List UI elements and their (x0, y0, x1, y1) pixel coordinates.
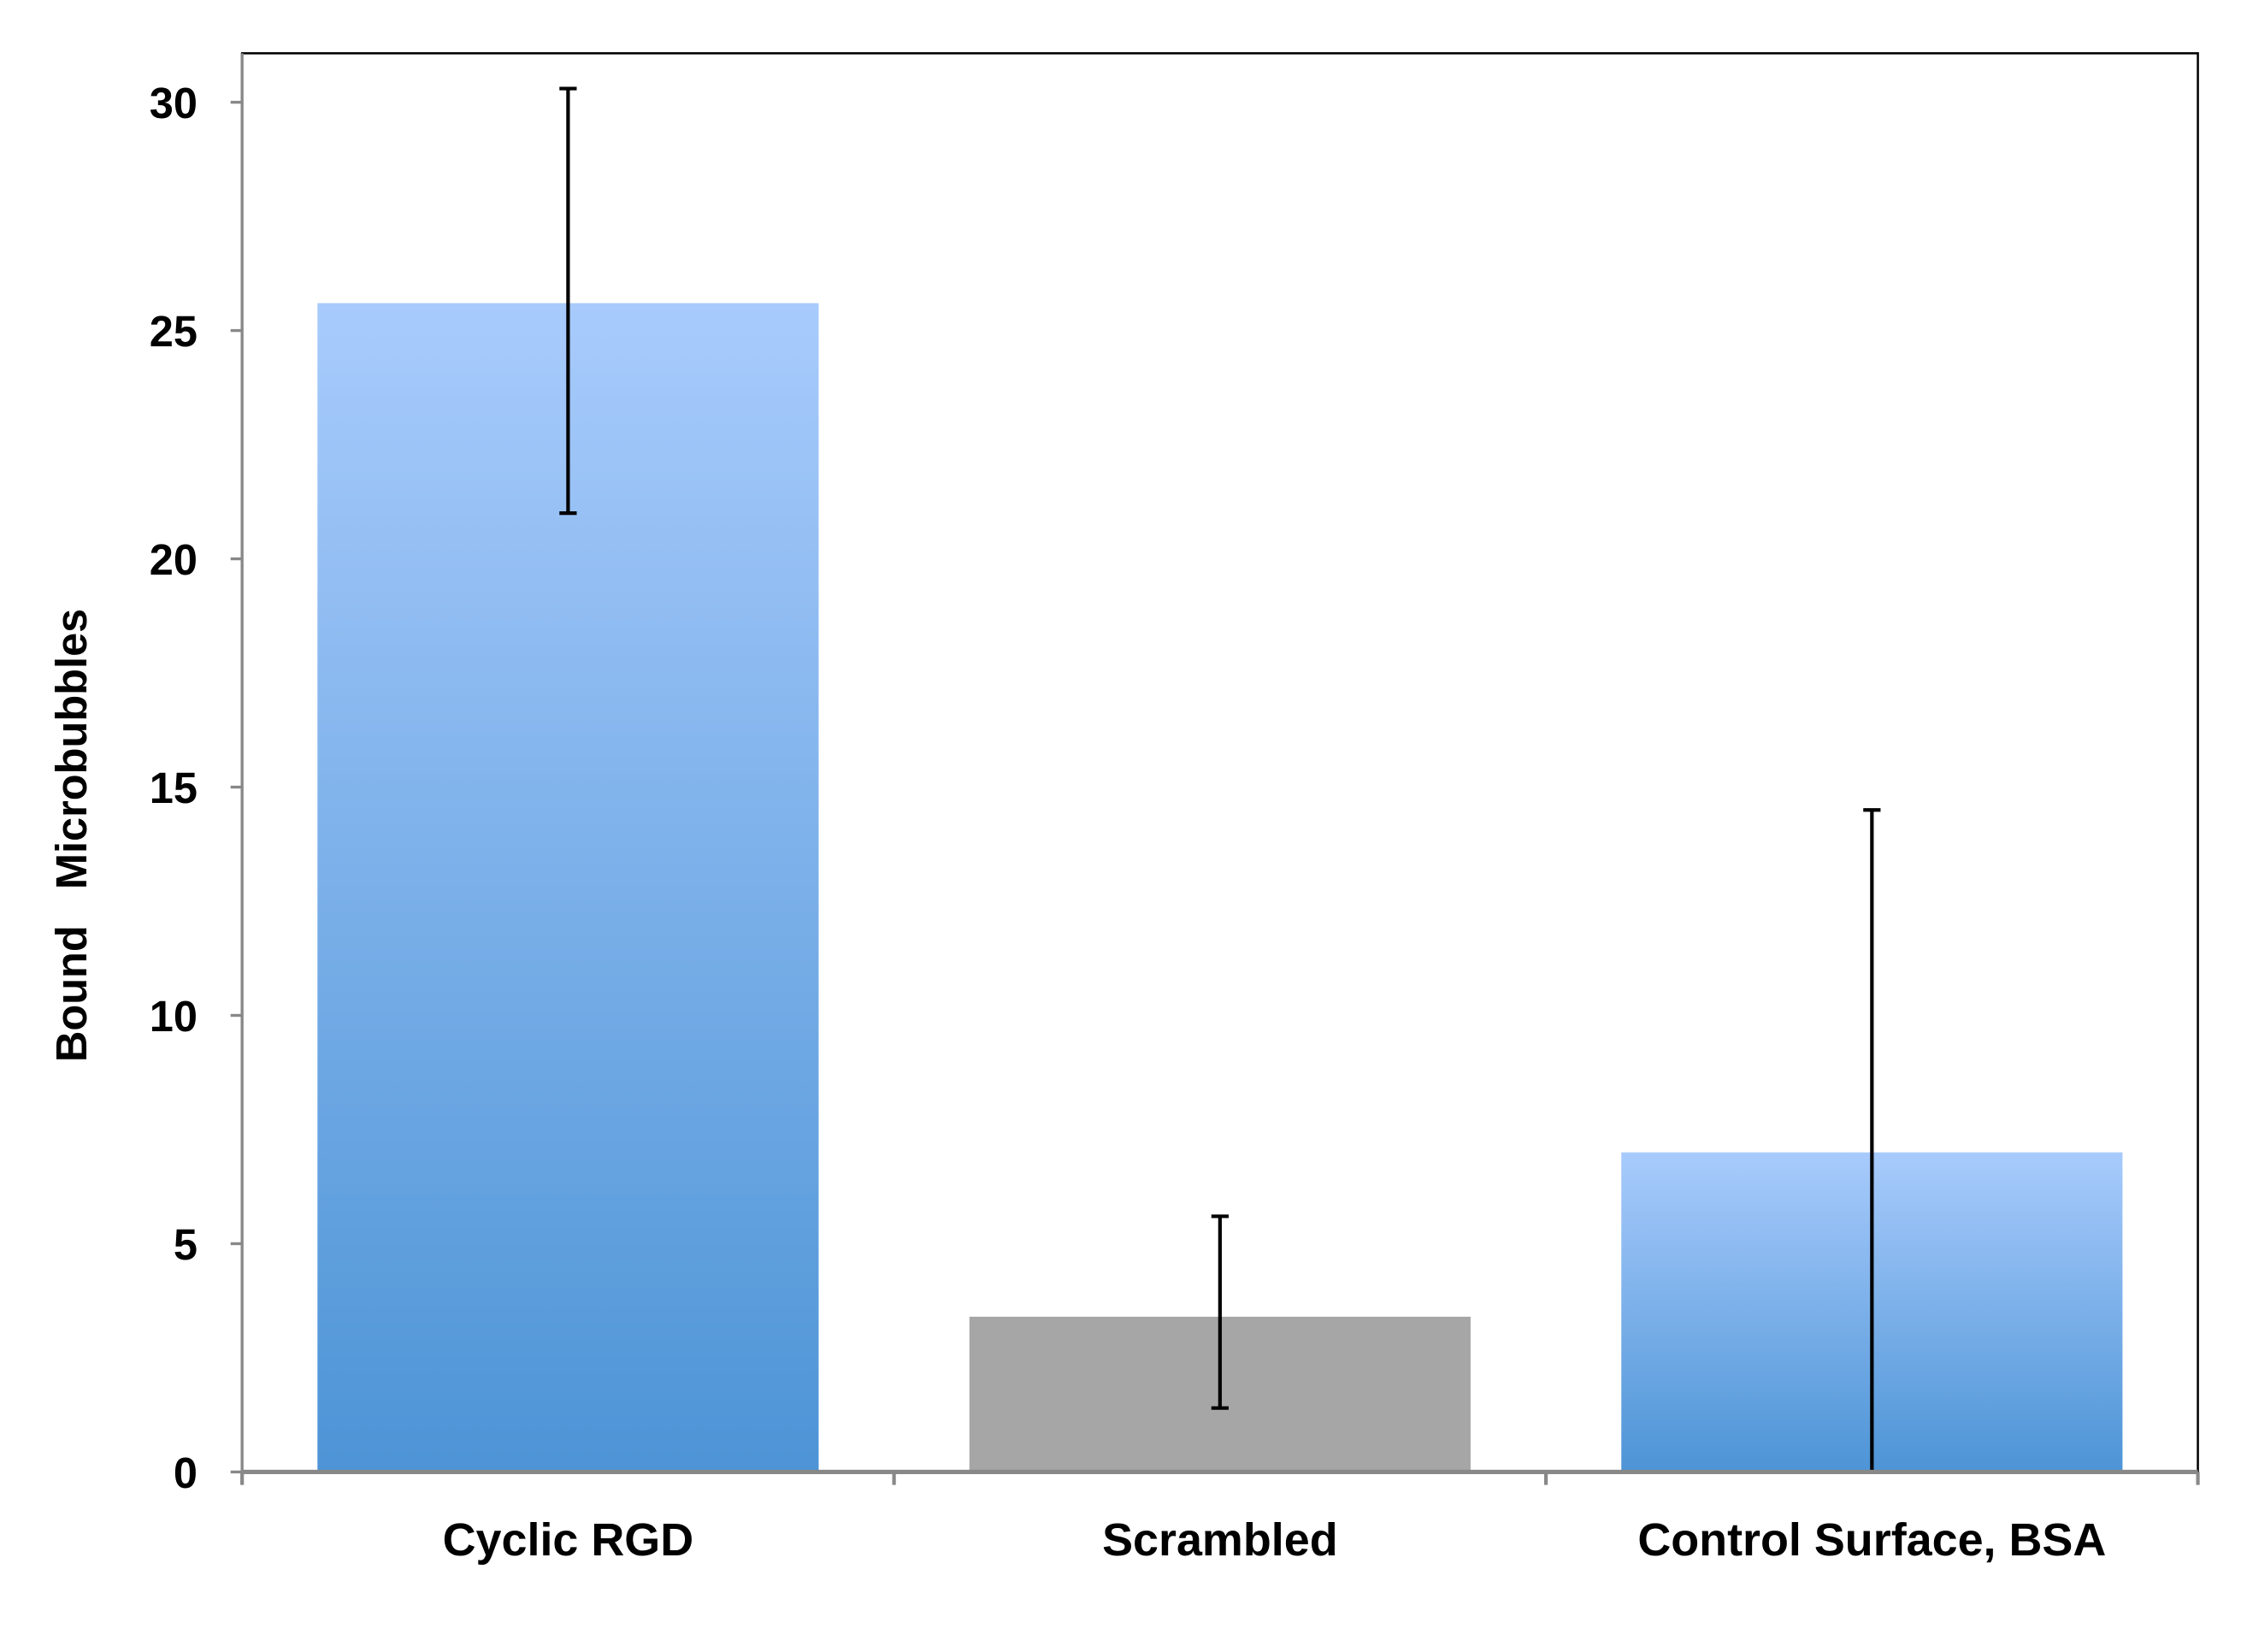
x-tick-label: Cyclic RGD (443, 1514, 694, 1566)
y-tick-label: 10 (150, 992, 198, 1041)
x-tick-label: Scrambled (1102, 1514, 1338, 1566)
y-tick-label: 25 (150, 307, 198, 356)
x-tick-label: Control Surface, BSA (1637, 1514, 2106, 1566)
y-tick-label: 5 (174, 1220, 198, 1269)
y-tick-label: 15 (150, 764, 198, 812)
y-tick-label: 0 (174, 1448, 198, 1497)
y-axis-label: Bound Microbubbles (47, 609, 96, 1062)
y-tick-label: 30 (150, 79, 198, 127)
y-tick-label: 20 (150, 535, 198, 584)
